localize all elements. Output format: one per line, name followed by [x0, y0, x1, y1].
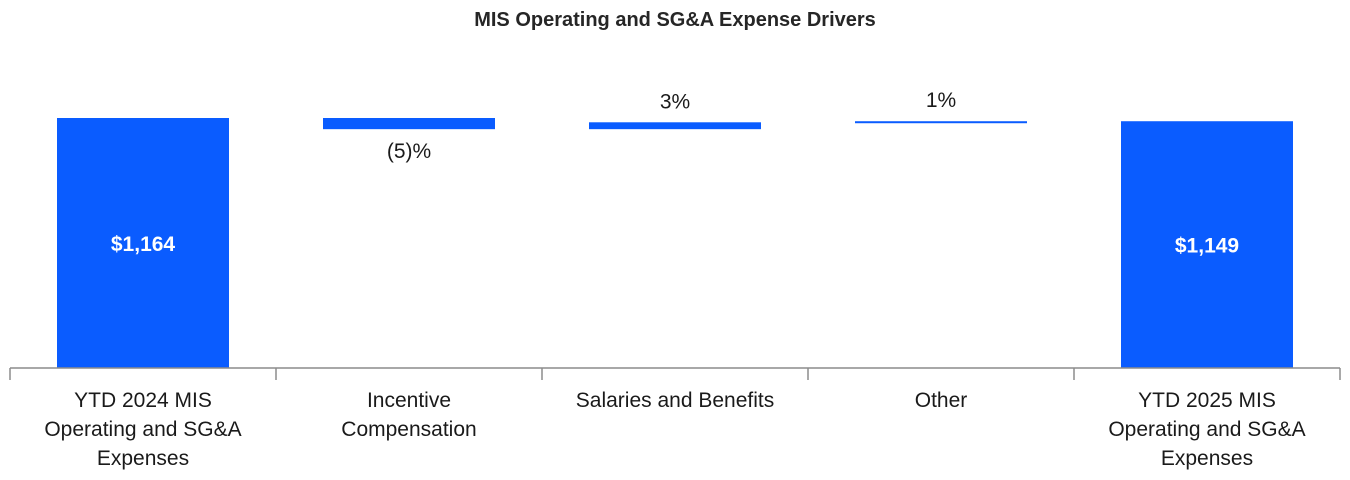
- bars-layer: [57, 118, 1293, 368]
- category-label-1: YTD 2024 MIS Operating and SG&A Expenses: [44, 389, 241, 470]
- category-label-line: YTD 2024 MIS: [74, 389, 212, 412]
- data-label-2: (5)%: [387, 140, 431, 163]
- category-label-4: Other: [915, 389, 968, 412]
- category-label-3: Salaries and Benefits: [576, 389, 774, 412]
- category-label-2: Incentive Compensation: [341, 389, 476, 441]
- bar-3: [589, 122, 761, 130]
- category-label-line: Incentive: [367, 389, 451, 412]
- data-label-5: $1,149: [1175, 235, 1239, 258]
- bar-2: [323, 118, 495, 130]
- chart-title: MIS Operating and SG&A Expense Drivers: [474, 9, 876, 31]
- data-label-3: 3%: [660, 90, 690, 113]
- bar-4: [855, 121, 1027, 124]
- category-label-line: YTD 2025 MIS: [1138, 389, 1276, 412]
- category-label-line: Operating and SG&A: [1108, 418, 1305, 441]
- data-label-4: 1%: [926, 89, 956, 112]
- bar-5: [1121, 121, 1293, 368]
- category-label-line: Expenses: [97, 447, 189, 470]
- bar-1: [57, 118, 229, 368]
- category-label-line: Other: [915, 389, 968, 412]
- labels-layer: $1,164 YTD 2024 MIS Operating and SG&A Expe…: [44, 89, 1305, 470]
- category-label-line: Operating and SG&A: [44, 418, 241, 441]
- x-axis: [9, 367, 1341, 380]
- category-label-line: Expenses: [1161, 447, 1253, 470]
- category-label-5: YTD 2025 MIS Operating and SG&A Expenses: [1108, 389, 1305, 470]
- data-label-1: $1,164: [111, 233, 176, 256]
- category-label-line: Compensation: [341, 418, 476, 441]
- category-label-line: Salaries and Benefits: [576, 389, 774, 412]
